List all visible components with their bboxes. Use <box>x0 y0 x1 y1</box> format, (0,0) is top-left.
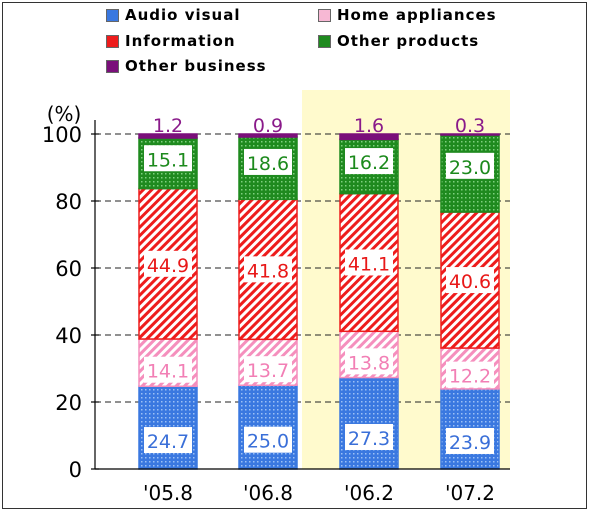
legend-item-other-products: Other products <box>318 32 479 50</box>
data-label-bg-audio-visual-3 <box>345 423 393 450</box>
data-label-home-appliances-3: 13.8 <box>348 352 390 374</box>
legend-swatch-audio-visual <box>106 8 119 22</box>
legend-label-audio-visual: Audio visual <box>125 6 241 24</box>
bar-other-business-3 <box>339 133 399 141</box>
legend-label-home-appliances: Home appliances <box>337 6 497 24</box>
data-label-other-products-1: 15.1 <box>147 149 189 171</box>
data-label-audio-visual-3: 27.3 <box>348 428 390 450</box>
data-label-bg-audio-visual-4 <box>446 427 494 454</box>
data-label-other-products-4: 23.0 <box>449 157 491 179</box>
data-label-bg-audio-visual-1 <box>144 427 192 454</box>
x-tick-label-1: '05.8 <box>143 481 193 505</box>
data-label-bg-other-products-4 <box>446 152 494 179</box>
data-label-information-1: 44.9 <box>147 255 189 277</box>
bar-other-business-1 <box>138 133 198 139</box>
x-tick-label-4: '07.2 <box>445 481 495 505</box>
data-label-bg-information-2 <box>244 256 292 283</box>
data-label-other-products-2: 18.6 <box>247 153 289 175</box>
data-label-information-4: 40.6 <box>449 271 491 293</box>
data-label-audio-visual-2: 25.0 <box>247 431 289 453</box>
legend-swatch-information <box>106 34 119 48</box>
y-tick-label-20: 20 <box>55 391 82 415</box>
data-label-other-business-1: 1.2 <box>153 115 183 137</box>
data-label-bg-other-products-2 <box>244 148 292 175</box>
x-tick-label-2: '06.8 <box>243 481 293 505</box>
data-label-bg-information-4 <box>446 267 494 294</box>
y-tick-label-80: 80 <box>55 190 82 214</box>
axes: 0 20 40 60 80 100(%) '05.8 '06.8 '06.2 '07.2 <box>42 102 510 505</box>
legend-item-audio-visual: Audio visual <box>106 6 240 24</box>
bar-other-business-4 <box>440 133 500 136</box>
legend-item-home-appliances: Home appliances <box>318 6 497 24</box>
data-label-information-3: 41.1 <box>348 253 390 275</box>
data-label-bg-other-products-3 <box>345 148 393 175</box>
data-label-information-2: 41.8 <box>247 260 289 282</box>
data-label-audio-visual-1: 24.7 <box>147 431 189 453</box>
data-label-other-products-3: 16.2 <box>348 152 390 174</box>
data-label-other-business-3: 1.6 <box>354 115 384 137</box>
legend-label-information: Information <box>125 32 236 50</box>
data-label-bg-home-appliances-1 <box>144 356 192 383</box>
data-label-bg-home-appliances-4 <box>446 361 494 388</box>
data-label-bg-information-1 <box>144 250 192 277</box>
data-label-bg-audio-visual-2 <box>244 426 292 453</box>
data-label-bg-other-products-1 <box>144 145 192 172</box>
legend-swatch-other-business <box>106 59 119 73</box>
y-tick-label-40: 40 <box>55 324 82 348</box>
data-label-bg-home-appliances-3 <box>345 348 393 375</box>
legend-item-information: Information <box>106 32 236 50</box>
data-label-home-appliances-4: 12.2 <box>449 366 491 388</box>
bar-other-business-2 <box>238 133 298 138</box>
legend-swatch-home-appliances <box>318 8 331 22</box>
data-label-audio-visual-4: 23.9 <box>449 432 491 454</box>
data-label-bg-home-appliances-2 <box>244 356 292 383</box>
legend-label-other-business: Other business <box>125 57 267 75</box>
data-label-other-business-4: 0.3 <box>455 115 485 137</box>
data-label-other-business-2: 0.9 <box>253 115 283 137</box>
legend-label-other-products: Other products <box>337 32 480 50</box>
y-tick-label-100: 100 <box>42 123 82 147</box>
data-label-bg-information-3 <box>345 249 393 276</box>
legend-swatch-other-products <box>318 34 331 48</box>
y-tick-label-0: 0 <box>69 458 82 482</box>
x-tick-label-3: '06.2 <box>344 481 394 505</box>
data-label-home-appliances-2: 13.7 <box>247 360 289 382</box>
data-label-home-appliances-1: 14.1 <box>147 361 189 383</box>
y-tick-label-60: 60 <box>55 257 82 281</box>
legend-item-other-business: Other business <box>106 57 267 75</box>
data-labels: 24.7 14.1 44.9 15.1 1.2 25.0 13.7 41.8 18.6 0.9 27… <box>144 115 494 454</box>
bar-audio-visual-3 <box>339 376 399 470</box>
y-unit-label: (%) <box>47 102 82 126</box>
